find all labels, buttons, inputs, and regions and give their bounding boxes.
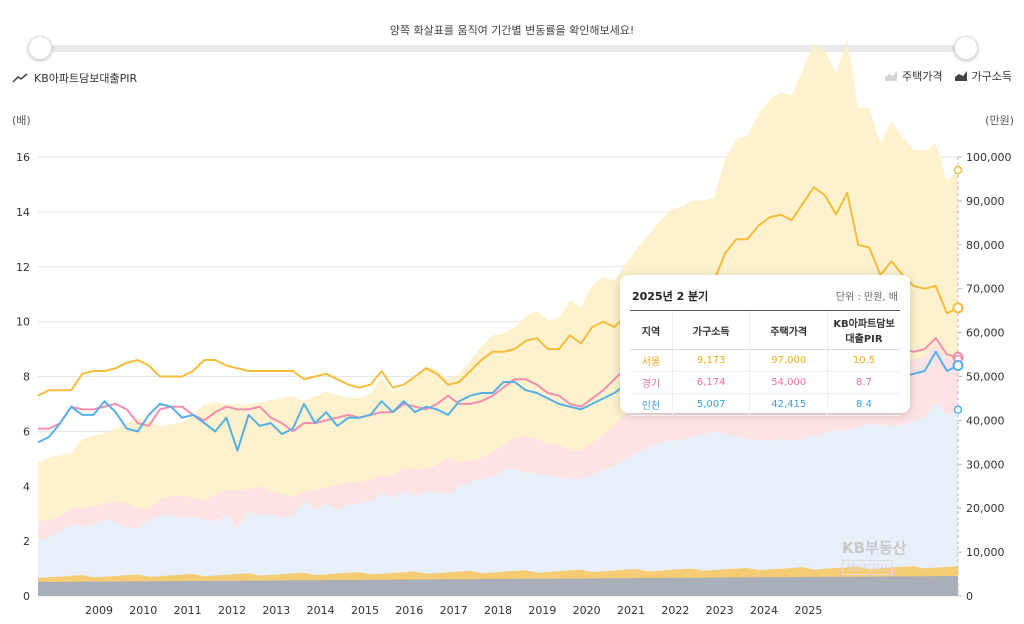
x-tick-label: 2015 [351, 604, 379, 617]
data-tooltip: 2025년 2 분기 단위 : 만원, 배 지역 가구소득 주택가격 KB아파트… [620, 275, 910, 416]
y-right-tick-label: 10,000 [966, 546, 1005, 559]
series-title-label: KB아파트담보대출PIR [34, 72, 138, 85]
tooltip-cell: 8.7 [827, 371, 900, 394]
slider-hint: 양쪽 화살표를 움직여 기간별 변동률을 확인해보세요! [389, 24, 635, 37]
tooltip-header-pir: KB아파트담보대출PIR [827, 310, 900, 350]
legend-item-price[interactable]: 주택가격 [885, 68, 943, 84]
legend: 주택가격 가구소득 [885, 68, 1012, 84]
y-right-tick-label: 90,000 [966, 195, 1005, 208]
x-tick-label: 2016 [395, 604, 423, 617]
tooltip-header-price: 주택가격 [749, 310, 828, 350]
tooltip-cell: 서울 [630, 349, 673, 372]
slider-left-handle[interactable] [28, 36, 52, 60]
kb-watermark: KB부동산 [842, 539, 907, 557]
tooltip-title: 2025년 2 분기 [632, 290, 709, 303]
tooltip-row-incheon: 인천 5,007 42,415 8.4 [630, 393, 900, 416]
y-left-tick-label: 16 [16, 151, 30, 164]
tooltip-header-income: 가구소득 [671, 310, 750, 350]
y-left-tick-label: 4 [23, 480, 30, 493]
legend-item-income[interactable]: 가구소득 [954, 68, 1012, 84]
x-tick-label: 2021 [617, 604, 645, 617]
tooltip-cell: 8.4 [827, 393, 900, 416]
area-chart-dark-icon [954, 71, 967, 81]
price-marker-incheon [953, 405, 963, 415]
price-area-incheon [38, 401, 958, 596]
legend-price-label: 주택가격 [902, 70, 943, 83]
tooltip-cell: 42,415 [749, 393, 828, 416]
income-area-base [38, 576, 958, 596]
x-tick-label: 2012 [218, 604, 246, 617]
series-title: KB아파트담보대출PIR [12, 70, 137, 86]
x-tick-label: 2010 [129, 604, 157, 617]
x-tick-label: 2014 [307, 604, 335, 617]
tooltip-cell: 5,007 [671, 393, 750, 416]
area-chart-light-icon [885, 71, 898, 81]
right-axis-unit: (만원) [985, 114, 1014, 127]
tooltip-row-seoul: 서울 9,173 97,000 10.5 [630, 349, 900, 372]
x-tick-label: 2018 [484, 604, 512, 617]
x-tick-label: 2019 [528, 604, 556, 617]
end-marker-seoul [952, 302, 964, 314]
tooltip-row-gyeonggi: 경기 6,174 54,000 8.7 [630, 371, 900, 394]
x-tick-label: 2023 [706, 604, 734, 617]
y-right-tick-label: 100,000 [966, 151, 1012, 164]
tooltip-cell: 9,173 [671, 349, 750, 372]
x-tick-label: 2022 [661, 604, 689, 617]
line-chart-icon [12, 73, 28, 83]
y-right-tick-label: 30,000 [966, 458, 1005, 471]
y-left-tick-label: 8 [23, 371, 30, 384]
price-marker-seoul [953, 165, 963, 175]
tooltip-table: 지역 가구소득 주택가격 KB아파트담보대출PIR 서울 9,173 97,00… [630, 310, 900, 416]
y-right-tick-label: 50,000 [966, 371, 1005, 384]
tooltip-cell: 인천 [630, 393, 673, 416]
x-tick-label: 2017 [440, 604, 468, 617]
tooltip-cell: 경기 [630, 371, 673, 394]
tooltip-cell: 97,000 [749, 349, 828, 372]
y-right-tick-label: 20,000 [966, 502, 1005, 515]
pir-line-seoul [37, 186, 959, 397]
period-slider-track[interactable] [38, 45, 966, 52]
x-tick-label: 2013 [262, 604, 290, 617]
tooltip-header-region: 지역 [630, 310, 673, 350]
y-right-tick-label: 40,000 [966, 414, 1005, 427]
y-right-tick-label: 0 [966, 590, 973, 603]
tooltip-cell: 10.5 [827, 349, 900, 372]
y-left-tick-label: 12 [16, 261, 30, 274]
y-left-tick-label: 10 [16, 316, 30, 329]
end-marker-incheon [952, 360, 964, 372]
slider-right-handle[interactable] [954, 36, 978, 60]
tooltip-cell: 54,000 [749, 371, 828, 394]
x-tick-label: 2020 [573, 604, 601, 617]
y-right-tick-label: 80,000 [966, 239, 1005, 252]
x-tick-label: 2024 [750, 604, 778, 617]
tooltip-unit: 단위 : 만원, 배 [835, 292, 898, 303]
left-axis-unit: (배) [12, 114, 31, 127]
y-left-tick-label: 2 [23, 535, 30, 548]
x-tick-label: 2025 [794, 604, 822, 617]
y-left-tick-label: 14 [16, 206, 30, 219]
y-right-tick-label: 70,000 [966, 283, 1005, 296]
legend-income-label: 가구소득 [971, 70, 1012, 83]
y-left-tick-label: 0 [23, 590, 30, 603]
kb-watermark-sub: 데이터허브 [842, 560, 894, 575]
tooltip-cell: 6,174 [671, 371, 750, 394]
y-right-tick-label: 60,000 [966, 327, 1005, 340]
y-left-tick-label: 6 [23, 425, 30, 438]
x-tick-label: 2009 [85, 604, 113, 617]
x-tick-label: 2011 [174, 604, 202, 617]
